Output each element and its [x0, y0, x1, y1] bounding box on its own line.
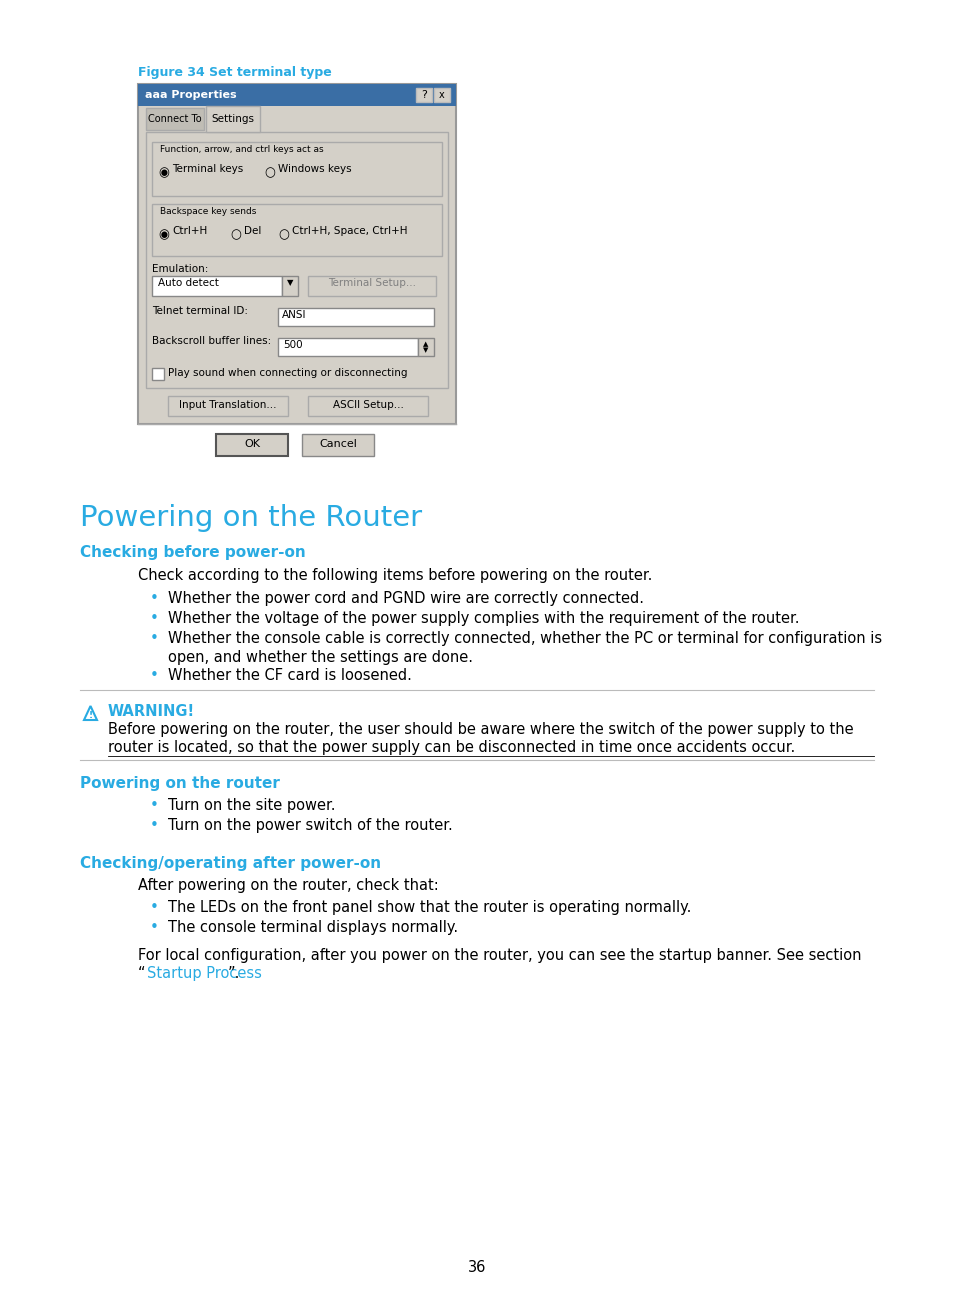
- Text: Powering on the router: Powering on the router: [80, 776, 279, 791]
- Text: •: •: [150, 899, 159, 915]
- Text: ◉: ◉: [158, 166, 169, 179]
- Text: Terminal Setup...: Terminal Setup...: [328, 279, 416, 288]
- Text: Before powering on the router, the user should be aware where the switch of the : Before powering on the router, the user …: [108, 722, 853, 737]
- Text: •: •: [150, 818, 159, 833]
- FancyBboxPatch shape: [302, 434, 374, 456]
- Text: Checking/operating after power-on: Checking/operating after power-on: [80, 855, 381, 871]
- Text: router is located, so that the power supply can be disconnected in time once acc: router is located, so that the power sup…: [108, 740, 795, 756]
- Text: Ctrl+H: Ctrl+H: [172, 226, 207, 236]
- Text: Play sound when connecting or disconnecting: Play sound when connecting or disconnect…: [168, 368, 407, 378]
- Text: Startup Process: Startup Process: [147, 966, 262, 981]
- FancyBboxPatch shape: [146, 108, 204, 130]
- Text: Backspace key sends: Backspace key sends: [160, 207, 256, 216]
- Text: Powering on the Router: Powering on the Router: [80, 504, 421, 531]
- FancyBboxPatch shape: [138, 84, 456, 106]
- Text: Del: Del: [244, 226, 261, 236]
- Text: Checking before power-on: Checking before power-on: [80, 546, 305, 560]
- FancyBboxPatch shape: [308, 397, 428, 416]
- FancyBboxPatch shape: [152, 203, 441, 257]
- Text: •: •: [150, 631, 159, 645]
- Text: WARNING!: WARNING!: [108, 704, 195, 719]
- Text: Terminal keys: Terminal keys: [172, 165, 243, 174]
- Text: Backscroll buffer lines:: Backscroll buffer lines:: [152, 336, 271, 346]
- Text: Input Translation...: Input Translation...: [179, 400, 276, 410]
- FancyBboxPatch shape: [282, 276, 297, 295]
- Text: Auto detect: Auto detect: [158, 279, 218, 288]
- Text: Figure 34 Set terminal type: Figure 34 Set terminal type: [138, 66, 332, 79]
- Text: OK: OK: [244, 439, 260, 448]
- Text: Function, arrow, and ctrl keys act as: Function, arrow, and ctrl keys act as: [160, 145, 323, 154]
- Text: ”.: ”.: [228, 966, 240, 981]
- FancyBboxPatch shape: [416, 88, 432, 102]
- Text: •: •: [150, 798, 159, 813]
- Text: The console terminal displays normally.: The console terminal displays normally.: [168, 920, 457, 934]
- Text: !: !: [89, 710, 92, 719]
- Text: •: •: [150, 920, 159, 934]
- Text: Turn on the site power.: Turn on the site power.: [168, 798, 335, 813]
- Text: Whether the power cord and PGND wire are correctly connected.: Whether the power cord and PGND wire are…: [168, 591, 643, 607]
- Text: •: •: [150, 667, 159, 683]
- Text: Turn on the power switch of the router.: Turn on the power switch of the router.: [168, 818, 453, 833]
- Text: •: •: [150, 591, 159, 607]
- Text: Connect To: Connect To: [148, 114, 202, 124]
- FancyBboxPatch shape: [152, 368, 164, 380]
- Text: ANSI: ANSI: [282, 310, 306, 320]
- Text: ASCII Setup...: ASCII Setup...: [333, 400, 403, 410]
- Text: Settings: Settings: [212, 114, 254, 124]
- Text: aaa Properties: aaa Properties: [145, 89, 236, 100]
- Text: Windows keys: Windows keys: [277, 165, 352, 174]
- FancyBboxPatch shape: [277, 308, 434, 327]
- Text: Whether the CF card is loosened.: Whether the CF card is loosened.: [168, 667, 412, 683]
- Text: “: “: [138, 966, 146, 981]
- FancyBboxPatch shape: [152, 143, 441, 196]
- Text: Whether the console cable is correctly connected, whether the PC or terminal for: Whether the console cable is correctly c…: [168, 631, 882, 665]
- Text: Ctrl+H, Space, Ctrl+H: Ctrl+H, Space, Ctrl+H: [292, 226, 407, 236]
- Text: ?: ?: [420, 89, 427, 100]
- Text: For local configuration, after you power on the router, you can see the startup : For local configuration, after you power…: [138, 947, 861, 963]
- Text: ○: ○: [230, 228, 240, 241]
- FancyBboxPatch shape: [206, 106, 260, 132]
- Text: x: x: [438, 89, 444, 100]
- FancyBboxPatch shape: [277, 338, 417, 356]
- Text: •: •: [150, 610, 159, 626]
- FancyBboxPatch shape: [146, 132, 448, 388]
- Text: After powering on the router, check that:: After powering on the router, check that…: [138, 877, 438, 893]
- Text: Emulation:: Emulation:: [152, 264, 208, 273]
- Text: ○: ○: [277, 228, 289, 241]
- Text: ◉: ◉: [158, 228, 169, 241]
- Text: 36: 36: [467, 1260, 486, 1275]
- Text: Check according to the following items before powering on the router.: Check according to the following items b…: [138, 568, 652, 583]
- FancyBboxPatch shape: [434, 88, 450, 102]
- FancyBboxPatch shape: [138, 84, 456, 424]
- Text: ▼: ▼: [423, 347, 428, 353]
- Text: 500: 500: [283, 340, 302, 350]
- Text: Cancel: Cancel: [318, 439, 356, 448]
- Text: ○: ○: [264, 166, 274, 179]
- Text: Telnet terminal ID:: Telnet terminal ID:: [152, 306, 248, 316]
- Text: ▲: ▲: [423, 341, 428, 347]
- Text: The LEDs on the front panel show that the router is operating normally.: The LEDs on the front panel show that th…: [168, 899, 691, 915]
- FancyBboxPatch shape: [215, 434, 288, 456]
- FancyBboxPatch shape: [152, 276, 282, 295]
- Text: ▼: ▼: [287, 279, 293, 288]
- FancyBboxPatch shape: [417, 338, 434, 356]
- FancyBboxPatch shape: [168, 397, 288, 416]
- FancyBboxPatch shape: [308, 276, 436, 295]
- Text: Whether the voltage of the power supply complies with the requirement of the rou: Whether the voltage of the power supply …: [168, 610, 799, 626]
